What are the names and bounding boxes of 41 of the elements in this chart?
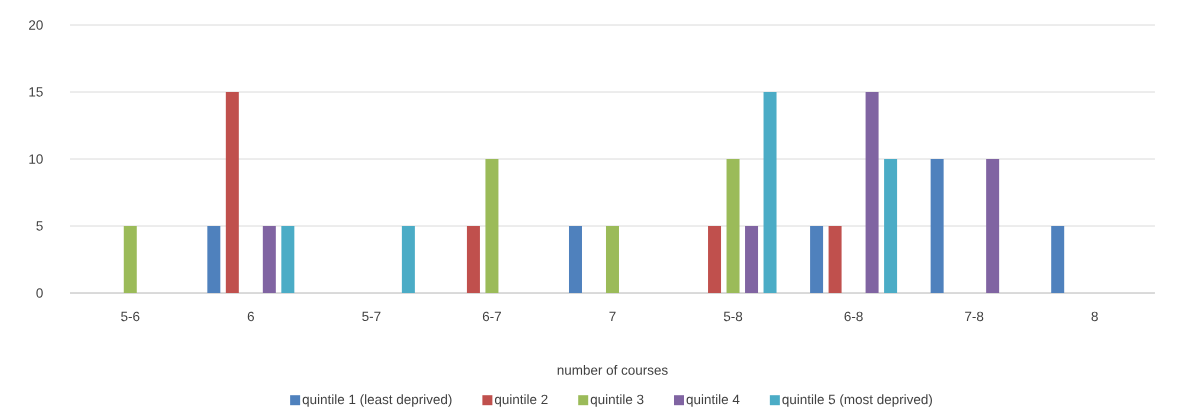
bar bbox=[281, 226, 295, 293]
legend-label: quintile 1 (least deprived) bbox=[302, 394, 452, 407]
bar bbox=[763, 92, 777, 293]
bar bbox=[466, 226, 480, 293]
x-tick-label: 6-7 bbox=[482, 311, 501, 322]
x-tick-label: 5-8 bbox=[723, 311, 743, 322]
legend-label: quintile 4 bbox=[686, 394, 740, 407]
x-tick-label: 8 bbox=[1091, 311, 1098, 322]
bar bbox=[884, 159, 898, 293]
bar bbox=[726, 159, 740, 293]
x-tick-label: 6 bbox=[247, 311, 254, 322]
x-tick-label: 7-8 bbox=[965, 311, 984, 322]
bar bbox=[745, 226, 759, 293]
bar bbox=[865, 92, 879, 293]
x-tick-label: 5-7 bbox=[362, 311, 381, 322]
x-tick-label: 5-6 bbox=[121, 311, 140, 322]
bar bbox=[1051, 226, 1065, 293]
bar bbox=[225, 92, 239, 293]
x-tick-label: 6-8 bbox=[844, 311, 863, 322]
bar bbox=[930, 159, 944, 293]
bar bbox=[828, 226, 842, 293]
bar bbox=[568, 226, 582, 293]
bar bbox=[207, 226, 221, 293]
bar bbox=[262, 226, 276, 293]
legend-label: quintile 2 bbox=[494, 394, 548, 407]
bar bbox=[123, 226, 137, 293]
bar bbox=[401, 226, 415, 293]
y-tick-label: 15 bbox=[29, 87, 43, 97]
bar bbox=[708, 226, 722, 293]
legend-label: quintile 3 bbox=[590, 394, 644, 407]
y-tick-label: 10 bbox=[29, 154, 43, 164]
x-axis-title: number of courses bbox=[557, 364, 668, 375]
x-tick-label: 7 bbox=[609, 311, 616, 321]
bar bbox=[810, 226, 824, 293]
y-tick-label: 20 bbox=[29, 20, 43, 30]
bar bbox=[986, 159, 1000, 293]
y-tick-label: 0 bbox=[36, 288, 43, 298]
bar bbox=[605, 226, 619, 293]
legend-label: quintile 5 (most deprived) bbox=[782, 394, 932, 407]
y-tick-label: 5 bbox=[36, 221, 43, 231]
bar bbox=[485, 159, 499, 293]
